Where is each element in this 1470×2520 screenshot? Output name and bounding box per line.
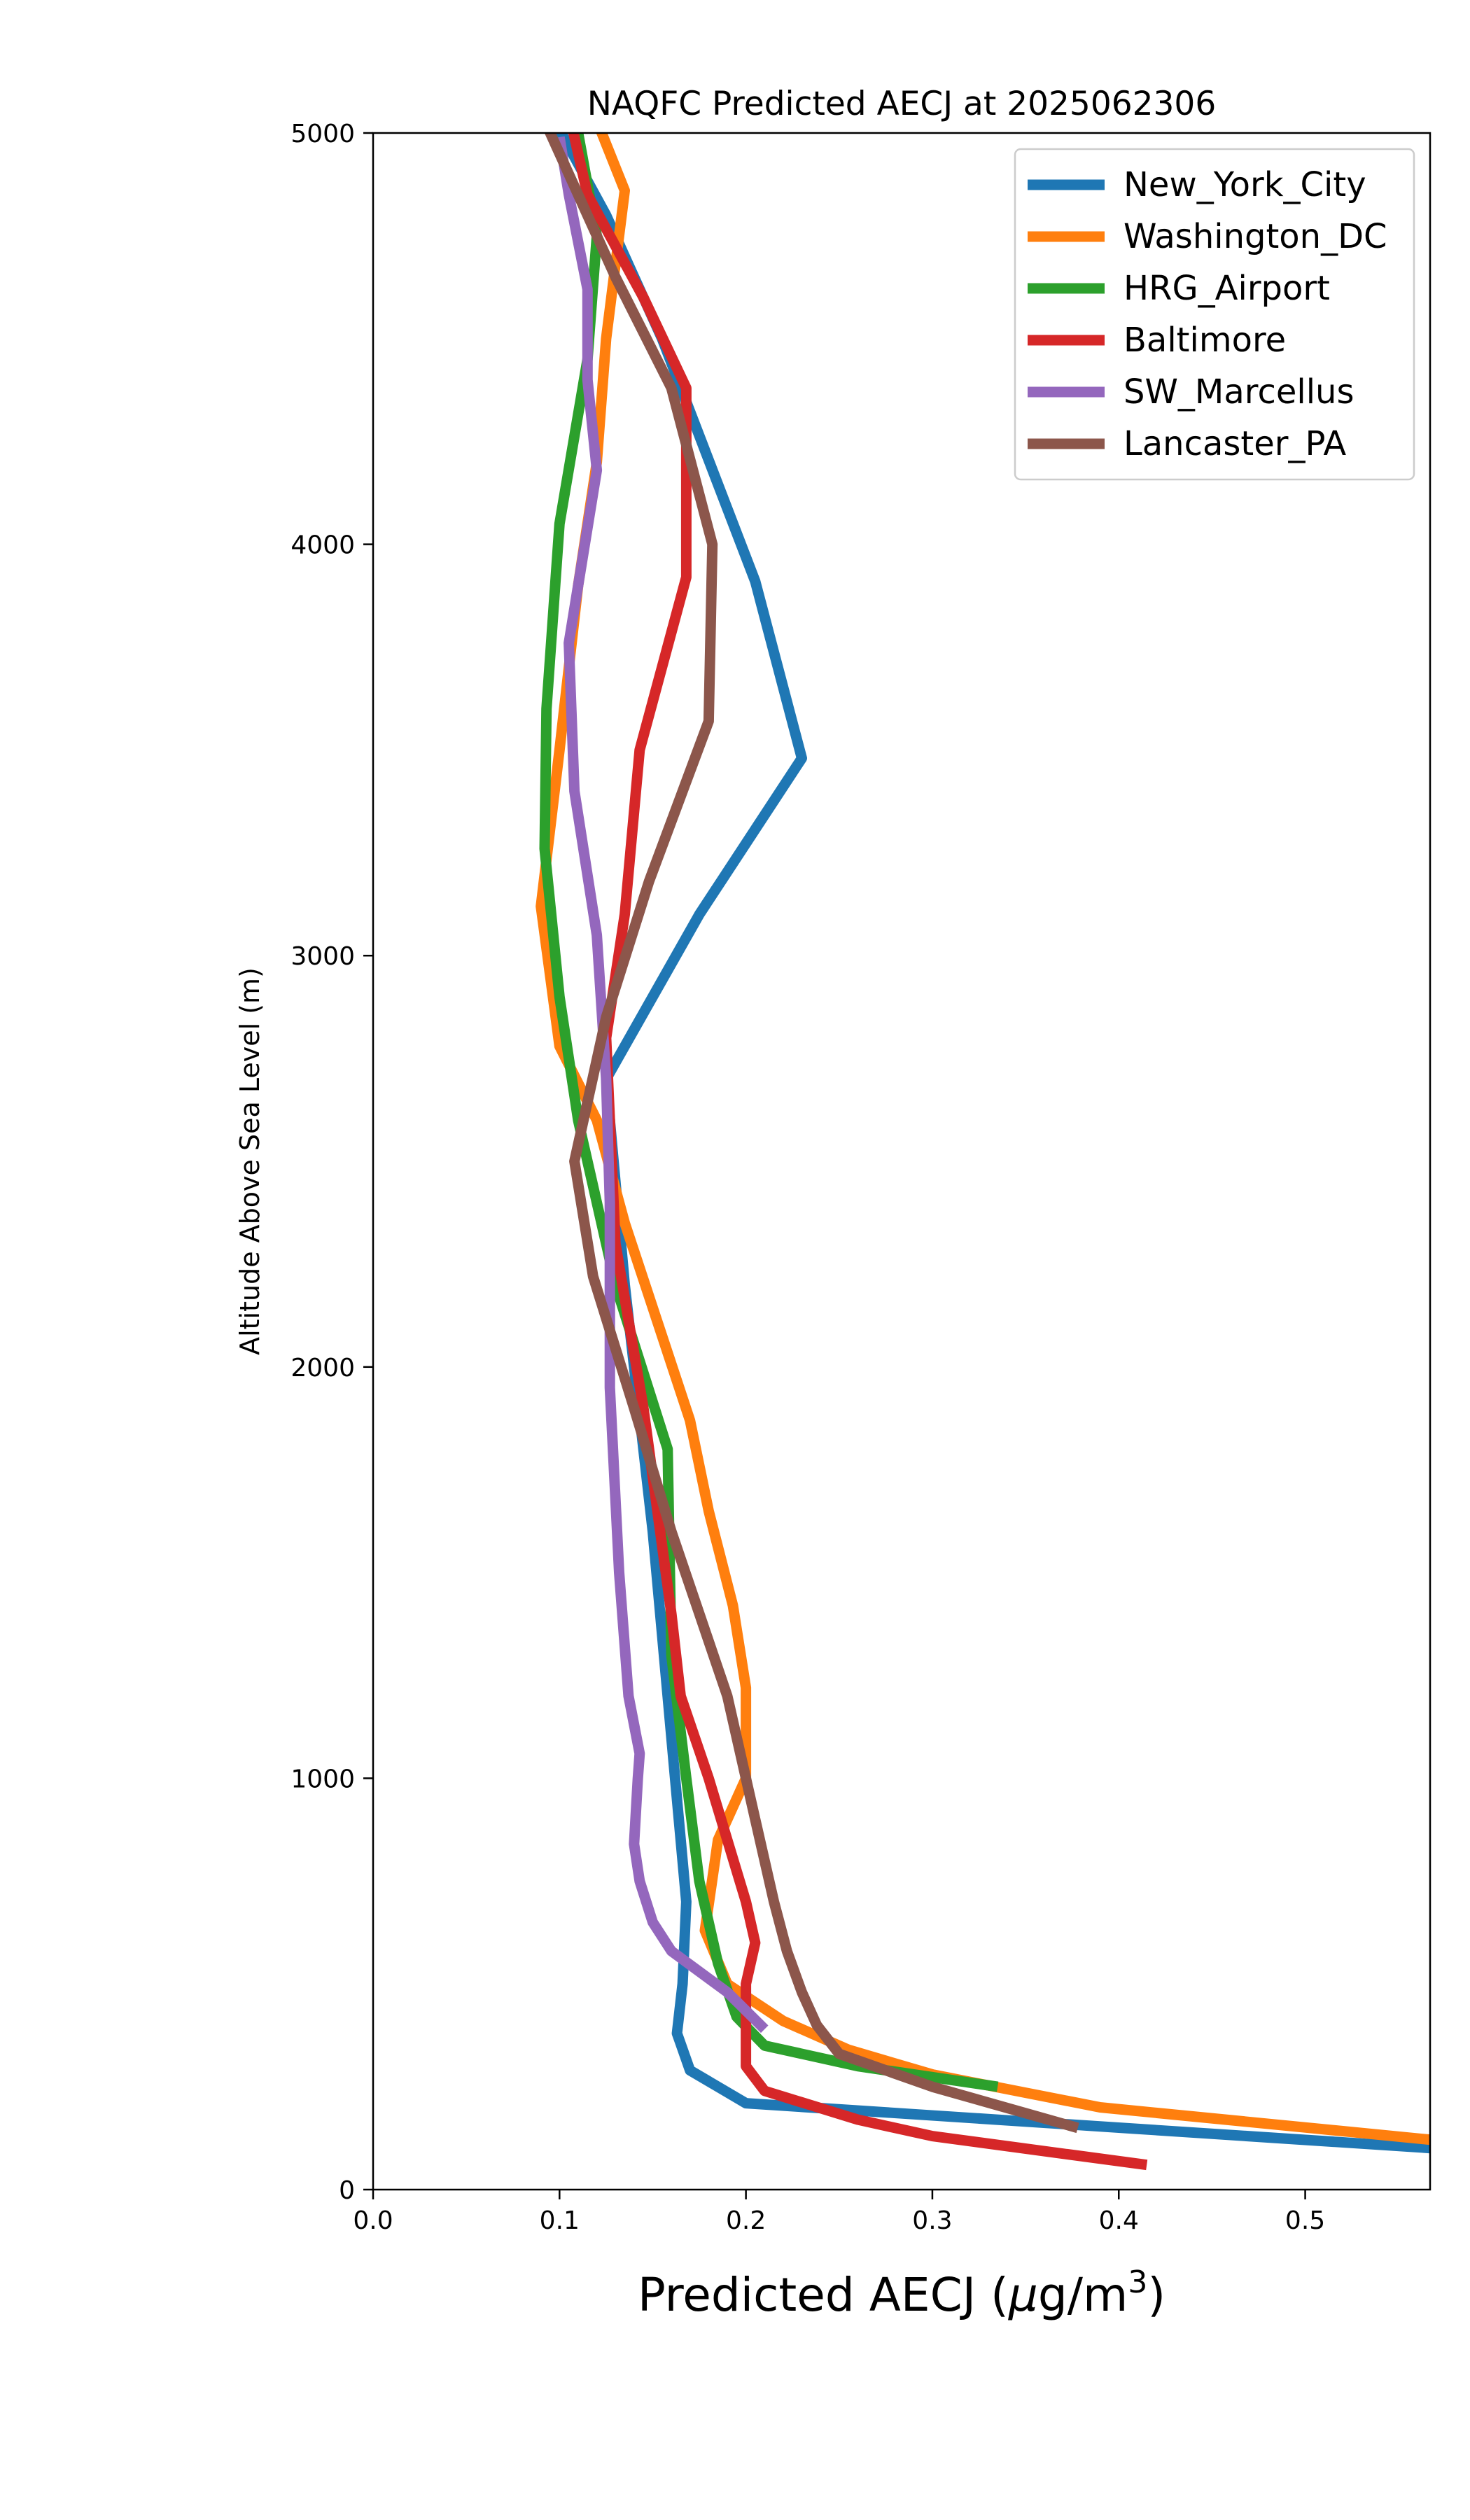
x-axis-label-mu: μ: [1008, 2268, 1038, 2322]
legend-label: HRG_Airport: [1124, 269, 1330, 308]
x-axis-label-close: ): [1147, 2268, 1166, 2322]
plot-frame: [372, 132, 1432, 2191]
x-axis-label-main: Predicted AECJ (: [638, 2268, 1009, 2322]
x-tick-label: 0.4: [1099, 2206, 1139, 2235]
legend-label: Baltimore: [1124, 321, 1286, 360]
legend: New_York_City Washington_DC HRG_Airport Bal…: [1014, 148, 1415, 481]
legend-label: Lancaster_PA: [1124, 424, 1346, 463]
y-tick-label: 0: [339, 2176, 355, 2205]
series-line-lancaster-pa: [544, 133, 1079, 2134]
y-tick-label: 4000: [290, 531, 355, 560]
y-tick-label: 3000: [290, 942, 355, 971]
x-tick-label: 0.0: [353, 2206, 393, 2235]
y-tick-label: 2000: [290, 1354, 355, 1382]
series-line-baltimore: [568, 133, 1148, 2171]
legend-frame: [1014, 148, 1415, 481]
x-tick-label: 0.1: [540, 2206, 580, 2235]
y-axis: 0 1000 2000 3000 4000 5000: [290, 120, 373, 2205]
x-axis-label-unit: g/m: [1038, 2268, 1128, 2322]
x-tick-label: 0.5: [1285, 2206, 1325, 2235]
legend-label: Washington_DC: [1124, 217, 1387, 256]
legend-label: New_York_City: [1124, 165, 1366, 204]
x-tick-label: 0.3: [912, 2206, 952, 2235]
y-tick-label: 5000: [290, 120, 355, 148]
y-axis-label: Altitude Above Sea Level (m): [234, 967, 265, 1355]
legend-label: SW_Marcellus: [1124, 372, 1354, 412]
x-axis-label: Predicted AECJ (μg/m3): [638, 2264, 1166, 2322]
series-layer: [536, 133, 1430, 2171]
chart-title: NAQFC Predicted AECJ at 2025062306: [587, 85, 1217, 123]
x-axis-label-sup: 3: [1128, 2264, 1147, 2300]
y-tick-label: 1000: [290, 1765, 355, 1793]
x-tick-label: 0.2: [726, 2206, 766, 2235]
series-line-sw-marcellus: [554, 136, 769, 2033]
x-axis: 0.0 0.1 0.2 0.3 0.4 0.5: [353, 2190, 1325, 2235]
